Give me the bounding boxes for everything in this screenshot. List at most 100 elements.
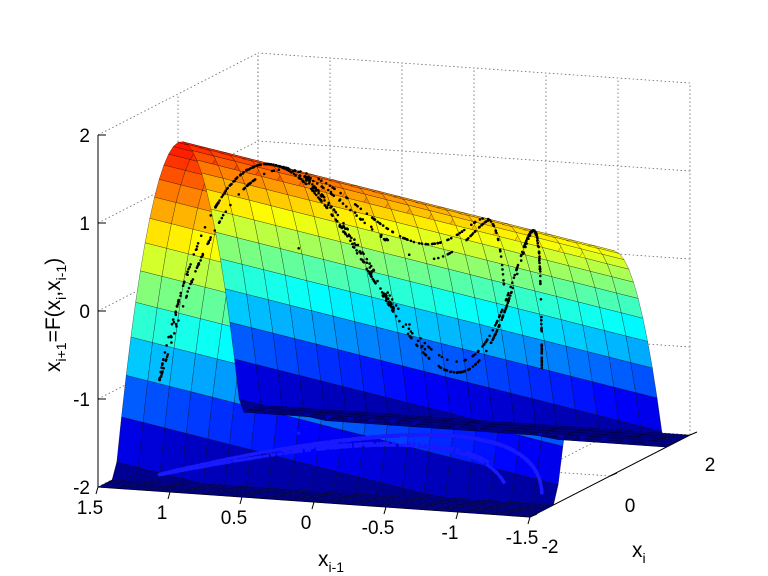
attractor-point bbox=[474, 363, 477, 366]
attractor-point bbox=[223, 191, 226, 194]
projection-point bbox=[436, 446, 440, 450]
attractor-point bbox=[509, 294, 512, 297]
projection-point bbox=[451, 433, 455, 438]
projection-point bbox=[407, 434, 412, 438]
attractor-point bbox=[213, 229, 217, 232]
projection-point bbox=[337, 443, 341, 447]
attractor-point bbox=[353, 203, 357, 206]
attractor-point bbox=[416, 339, 420, 343]
projection-point bbox=[537, 476, 541, 480]
attractor-point bbox=[365, 267, 369, 271]
projection-point bbox=[365, 435, 369, 439]
projection-point bbox=[540, 491, 544, 495]
attractor-point bbox=[507, 299, 510, 303]
projection-point bbox=[432, 443, 436, 448]
attractor-point bbox=[473, 353, 477, 356]
projection-point bbox=[367, 444, 372, 448]
attractor-point bbox=[494, 229, 498, 233]
attractor-point bbox=[376, 279, 379, 283]
attractor-point bbox=[391, 310, 395, 313]
projection-point bbox=[356, 444, 360, 448]
projection-point bbox=[455, 434, 459, 438]
attractor-point bbox=[423, 347, 427, 351]
attractor-point bbox=[355, 214, 358, 217]
attractor-point bbox=[533, 229, 536, 232]
attractor-point bbox=[501, 308, 504, 312]
projection-point bbox=[209, 463, 213, 467]
attractor-point bbox=[463, 370, 467, 373]
z-tick-label: 0 bbox=[79, 302, 90, 323]
attractor-point bbox=[177, 319, 180, 322]
attractor-point bbox=[536, 239, 539, 242]
attractor-point bbox=[427, 357, 431, 360]
attractor-point bbox=[394, 304, 398, 307]
attractor-point bbox=[274, 163, 278, 167]
projection-point bbox=[497, 442, 501, 446]
attractor-point bbox=[495, 322, 498, 325]
attractor-point bbox=[464, 358, 468, 362]
attractor-point bbox=[459, 370, 463, 374]
attractor-point bbox=[305, 172, 308, 175]
projection-point bbox=[320, 447, 324, 451]
projection-point bbox=[525, 459, 530, 463]
projection-point bbox=[334, 443, 338, 447]
projection-point bbox=[346, 445, 350, 449]
attractor-point bbox=[264, 162, 268, 166]
projection-point bbox=[232, 459, 236, 463]
projection-point bbox=[239, 458, 243, 462]
attractor-point bbox=[230, 182, 233, 186]
projection-point bbox=[345, 439, 349, 443]
attractor-point bbox=[394, 314, 398, 318]
attractor-point bbox=[469, 234, 472, 238]
projection-point bbox=[272, 448, 276, 452]
attractor-point bbox=[323, 199, 326, 202]
z-tick-label: 1 bbox=[79, 214, 90, 235]
attractor-point bbox=[184, 296, 188, 299]
attractor-point bbox=[390, 298, 394, 301]
attractor-point bbox=[424, 354, 428, 357]
projection-point bbox=[329, 444, 333, 448]
attractor-point bbox=[158, 378, 161, 382]
projection-point bbox=[284, 449, 288, 453]
projection-point bbox=[257, 455, 261, 459]
projection-point bbox=[224, 457, 228, 462]
attractor-point bbox=[291, 169, 295, 173]
attractor-point bbox=[510, 291, 513, 295]
attractor-point bbox=[365, 212, 369, 215]
projection-point bbox=[284, 446, 288, 450]
attractor-point bbox=[441, 255, 445, 258]
projection-point bbox=[481, 460, 485, 464]
attractor-point bbox=[339, 191, 342, 195]
attractor-point bbox=[416, 344, 419, 348]
projection-point bbox=[279, 452, 283, 456]
attractor-point bbox=[489, 220, 493, 223]
attractor-point bbox=[224, 210, 228, 213]
attractor-point bbox=[477, 350, 480, 353]
attractor-point bbox=[516, 263, 520, 267]
attractor-point bbox=[159, 375, 163, 379]
projection-point bbox=[201, 465, 205, 469]
attractor-point bbox=[167, 335, 170, 339]
attractor-point bbox=[346, 234, 349, 238]
projection-point bbox=[304, 443, 308, 447]
attractor-point bbox=[446, 358, 449, 362]
projection-point bbox=[539, 485, 543, 489]
projection-point bbox=[486, 460, 490, 464]
attractor-point bbox=[220, 216, 224, 220]
attractor-point bbox=[160, 363, 164, 367]
attractor-point bbox=[225, 187, 229, 190]
attractor-point bbox=[501, 273, 505, 276]
surface-mesh bbox=[97, 141, 691, 518]
attractor-point bbox=[423, 341, 427, 345]
attractor-point bbox=[391, 230, 394, 233]
attractor-point bbox=[320, 179, 323, 182]
projection-point bbox=[459, 434, 463, 438]
attractor-point bbox=[437, 353, 441, 357]
attractor-point bbox=[345, 205, 348, 208]
attractor-point bbox=[297, 247, 301, 250]
attractor-point bbox=[203, 226, 207, 229]
projection-point bbox=[481, 457, 485, 461]
projection-point bbox=[174, 468, 178, 473]
projection-point bbox=[265, 454, 269, 458]
attractor-point bbox=[279, 165, 283, 169]
